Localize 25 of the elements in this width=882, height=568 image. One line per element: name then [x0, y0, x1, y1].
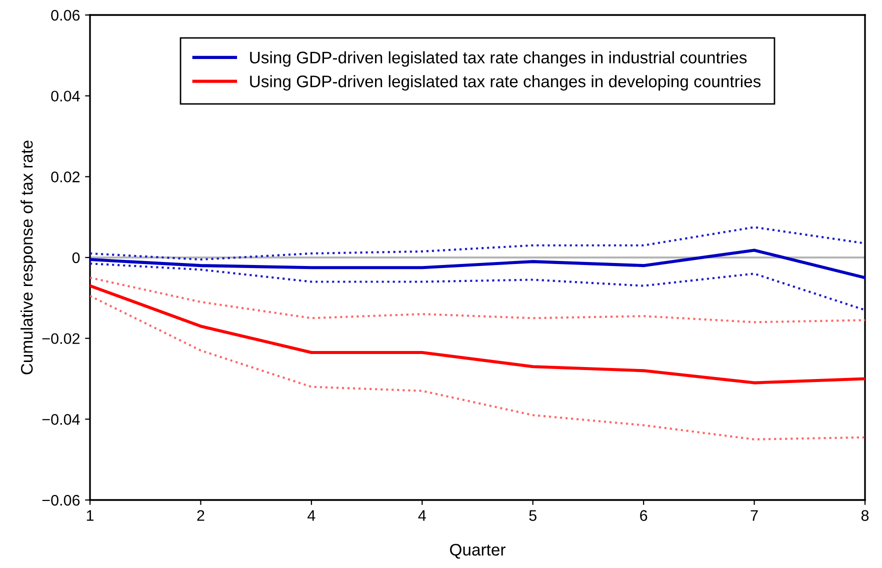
x-axis-title: Quarter	[450, 544, 506, 559]
line-series	[90, 276, 865, 324]
y-tick-label: 0.06	[51, 10, 80, 21]
y-tick-label: 0.04	[51, 90, 80, 102]
legend-label: Using GDP-driven legislated tax rate changes in developing countries	[250, 75, 761, 91]
line-series	[90, 262, 865, 312]
y-tick-label: −0.06	[42, 494, 80, 506]
x-tick-label: 6	[640, 510, 648, 521]
legend-label: Using GDP-driven legislated tax rate changes in industrial countries	[250, 51, 747, 67]
x-tick-label: 8	[861, 510, 869, 521]
x-tick-label: 4	[418, 510, 426, 521]
line-series	[90, 226, 865, 261]
y-axis-title: Cumulative response of tax rate	[20, 140, 36, 374]
x-tick-label: 5	[529, 510, 536, 521]
x-tick-label: 2	[197, 510, 204, 521]
x-tick-label: 1	[86, 510, 94, 521]
y-tick-label: −0.02	[42, 333, 80, 344]
line-series	[90, 294, 865, 440]
y-tick-label: 0	[72, 252, 80, 264]
y-tick-label: 0.02	[51, 172, 80, 182]
x-tick-label: 7	[750, 510, 758, 521]
x-tick-label: 4	[308, 510, 316, 521]
y-tick-label: −0.04	[42, 414, 80, 425]
line-series	[90, 248, 865, 280]
line-series	[90, 284, 865, 384]
